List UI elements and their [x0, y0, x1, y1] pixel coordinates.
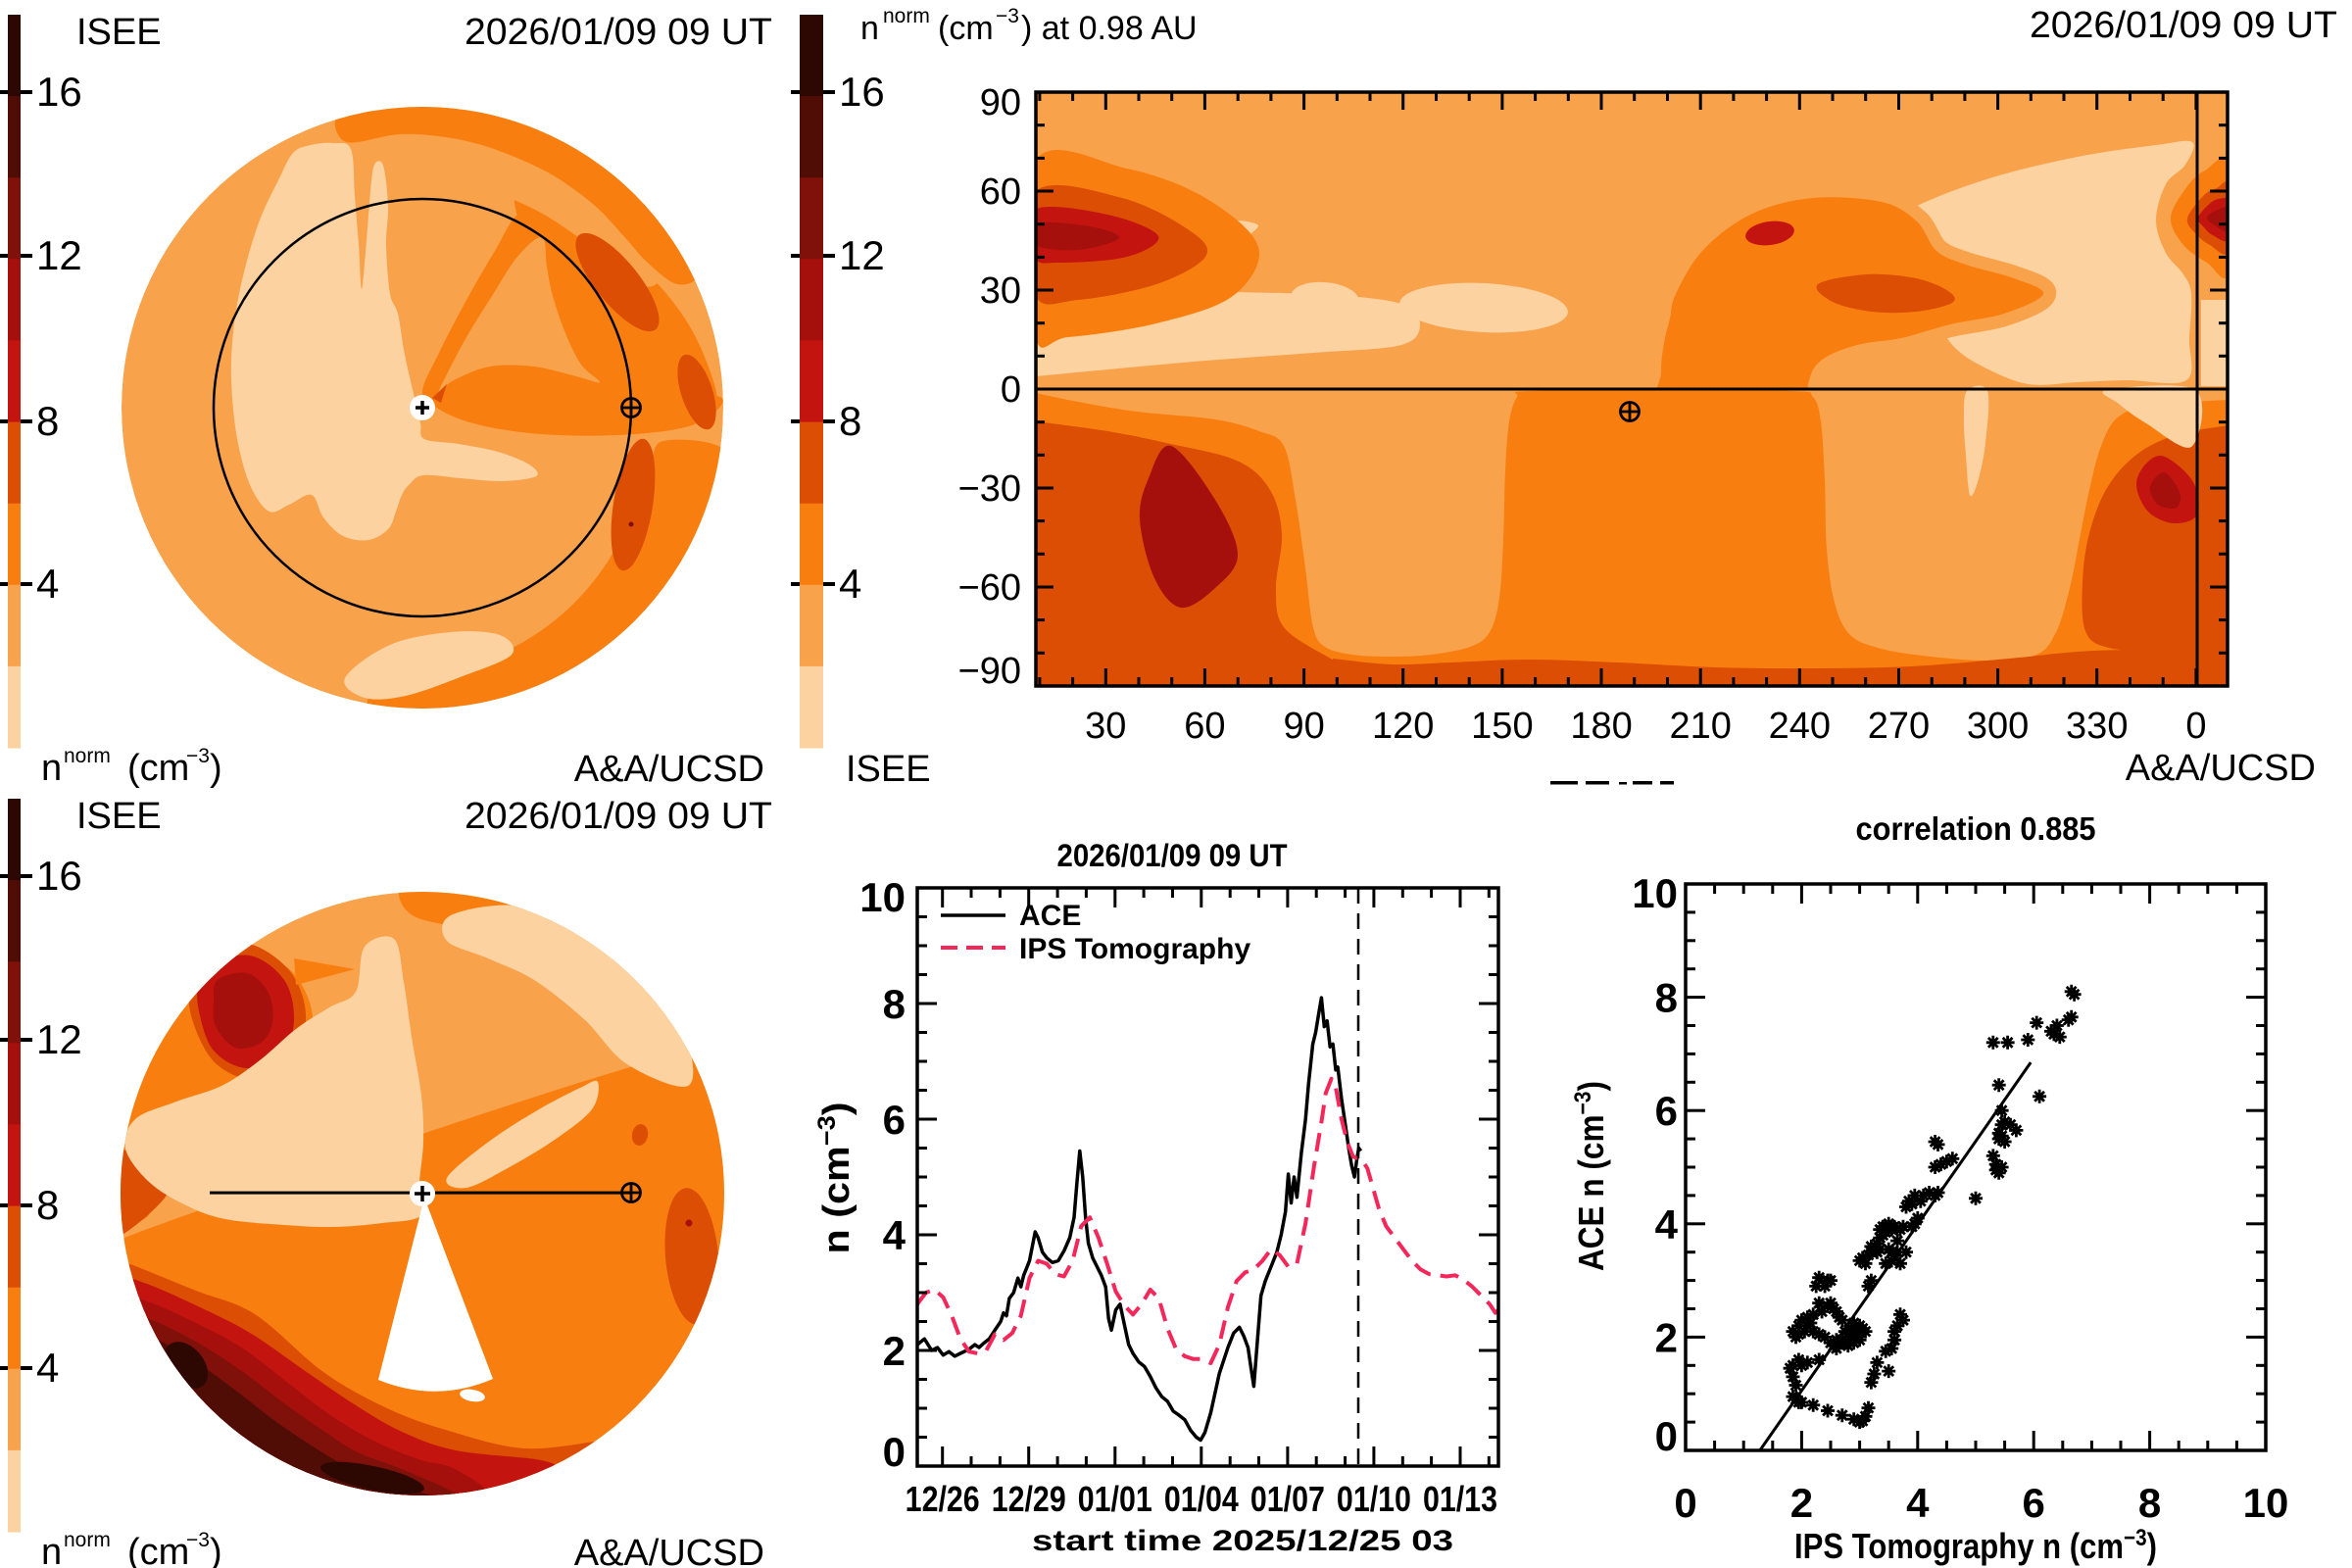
svg-text:8: 8 [36, 1182, 59, 1228]
svg-text:4: 4 [1906, 1480, 1930, 1526]
svg-text:180: 180 [1570, 706, 1632, 747]
svg-text:n: n [860, 10, 879, 47]
svg-text:12: 12 [839, 232, 885, 278]
svg-text:start time 2025/12/25 03: start time 2025/12/25 03 [1032, 1525, 1453, 1557]
svg-text:240: 240 [1769, 706, 1831, 747]
svg-text:16: 16 [839, 69, 885, 115]
svg-text:6: 6 [883, 1097, 906, 1143]
svg-text:2026/01/09 09 UT: 2026/01/09 09 UT [1057, 838, 1288, 873]
svg-text:8: 8 [839, 398, 861, 444]
svg-text:30: 30 [980, 270, 1021, 312]
svg-text:norm: norm [64, 745, 111, 767]
svg-text:IPS Tomography: IPS Tomography [1019, 933, 1250, 965]
svg-text:90: 90 [1283, 706, 1324, 747]
svg-text:12/26: 12/26 [906, 1479, 980, 1519]
svg-text:60: 60 [980, 172, 1021, 213]
svg-text:16: 16 [36, 69, 82, 115]
svg-text:A&A/UCSD: A&A/UCSD [574, 1533, 764, 1568]
svg-text:ISEE: ISEE [846, 749, 931, 790]
svg-text:4: 4 [1655, 1201, 1679, 1248]
svg-text:10: 10 [1632, 870, 1678, 916]
svg-text:60: 60 [1184, 706, 1225, 747]
svg-text:12/29: 12/29 [992, 1479, 1066, 1519]
svg-text:01/04: 01/04 [1164, 1479, 1239, 1519]
svg-text:(cm: (cm [127, 1532, 189, 1568]
svg-text:norm: norm [883, 5, 930, 27]
svg-text:10: 10 [859, 874, 906, 920]
svg-text:2026/01/09 09 UT: 2026/01/09 09 UT [465, 796, 772, 837]
svg-text:0: 0 [1001, 369, 1021, 411]
svg-text:2: 2 [883, 1328, 906, 1374]
svg-text:8: 8 [1655, 975, 1678, 1021]
svg-text:30: 30 [1085, 706, 1126, 747]
svg-text:−30: −30 [958, 468, 1021, 510]
svg-text:0: 0 [883, 1429, 906, 1475]
svg-text:) at 0.98 AU: ) at 0.98 AU [1021, 10, 1198, 47]
svg-text:−3: −3 [186, 1529, 210, 1551]
svg-text:−60: −60 [958, 567, 1021, 609]
svg-text:16: 16 [36, 853, 82, 899]
svg-text:): ) [210, 748, 222, 789]
svg-text:n: n [41, 1532, 62, 1568]
svg-text:210: 210 [1669, 706, 1731, 747]
svg-text:120: 120 [1372, 706, 1434, 747]
svg-text:8: 8 [883, 981, 906, 1027]
svg-text:270: 270 [1868, 706, 1930, 747]
svg-text:(cm: (cm [127, 748, 189, 789]
svg-text:(cm: (cm [938, 10, 994, 47]
svg-text:01/07: 01/07 [1250, 1479, 1325, 1519]
svg-text:−3: −3 [186, 745, 210, 767]
svg-text:A&A/UCSD: A&A/UCSD [574, 749, 764, 790]
svg-text:correlation 0.885: correlation 0.885 [1856, 810, 2096, 847]
svg-text:4: 4 [36, 1345, 59, 1391]
svg-text:2: 2 [1655, 1314, 1678, 1360]
svg-text:norm: norm [64, 1529, 111, 1551]
svg-text:2026/01/09 09 UT: 2026/01/09 09 UT [465, 12, 772, 53]
svg-text:6: 6 [2023, 1480, 2045, 1526]
svg-text:−3: −3 [996, 5, 1019, 27]
svg-text:−90: −90 [958, 651, 1021, 692]
svg-text:90: 90 [980, 82, 1021, 123]
svg-text:n (cm−3): n (cm−3) [813, 1102, 858, 1254]
svg-text:n: n [41, 748, 62, 789]
svg-text:8: 8 [36, 398, 59, 444]
svg-text:6: 6 [1655, 1088, 1678, 1134]
svg-text:4: 4 [36, 561, 59, 607]
svg-text:01/10: 01/10 [1337, 1479, 1411, 1519]
svg-text:12: 12 [36, 232, 82, 278]
svg-text:0: 0 [1674, 1480, 1696, 1526]
svg-text:ISEE: ISEE [76, 12, 162, 53]
svg-text:0: 0 [2185, 706, 2206, 747]
svg-text:300: 300 [1967, 706, 2029, 747]
svg-text:2026/01/09 09 UT: 2026/01/09 09 UT [2030, 5, 2337, 46]
svg-text:4: 4 [839, 561, 861, 607]
svg-text:330: 330 [2066, 706, 2128, 747]
svg-text:150: 150 [1471, 706, 1533, 747]
svg-text:IPS Tomography n (cm−3): IPS Tomography n (cm−3) [1794, 1525, 2157, 1566]
svg-text:12: 12 [36, 1016, 82, 1062]
svg-text:10: 10 [2243, 1480, 2289, 1526]
svg-text:8: 8 [2138, 1480, 2161, 1526]
svg-text:01/13: 01/13 [1423, 1479, 1497, 1519]
svg-text:0: 0 [1655, 1413, 1678, 1459]
svg-text:ACE: ACE [1019, 900, 1081, 932]
svg-text:01/01: 01/01 [1078, 1479, 1152, 1519]
svg-text:4: 4 [883, 1212, 906, 1258]
svg-text:): ) [210, 1532, 222, 1568]
svg-text:A&A/UCSD: A&A/UCSD [2126, 748, 2316, 789]
svg-text:ISEE: ISEE [76, 796, 162, 837]
svg-text:2: 2 [1790, 1480, 1813, 1526]
